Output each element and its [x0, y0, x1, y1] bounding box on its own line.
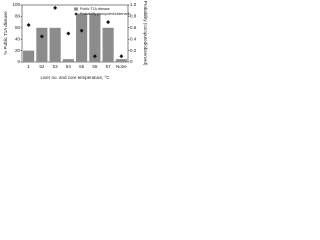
x-tick-label: 53	[53, 64, 59, 69]
x-axis-label: Liver no. and core temperature, °C	[40, 75, 110, 80]
y2-tick-label: 0	[130, 59, 133, 64]
x-tick-label: 54	[66, 64, 72, 69]
bar	[49, 27, 61, 62]
legend-label: Probability (computed/observed)	[80, 12, 130, 16]
y-tick-label: 40	[15, 36, 21, 41]
point	[53, 5, 58, 10]
x-tick-label: 55	[79, 64, 85, 69]
bar	[23, 50, 35, 62]
x-tick-label: None	[116, 64, 127, 69]
legend-label: Public T1A disease	[80, 7, 110, 11]
legend-swatch	[74, 7, 78, 11]
bar	[76, 13, 88, 63]
bar	[36, 27, 48, 62]
y2-tick-label: 0.6	[130, 25, 137, 30]
bar	[89, 13, 101, 63]
bar	[102, 27, 114, 62]
y-tick-label: 100	[12, 2, 20, 7]
y2-tick-label: 1.0	[130, 2, 137, 7]
legend-swatch	[74, 12, 78, 16]
y-axis-label: % Public T1A disease	[3, 11, 8, 55]
point	[39, 34, 44, 39]
bar	[115, 59, 127, 62]
point	[92, 54, 97, 59]
x-tick-label: 57	[106, 64, 112, 69]
chart: Liver no. and core temperature, °C % Pub…	[3, 1, 148, 81]
y2-axis-label: Probability (computed/observed)	[143, 1, 148, 66]
plot-frame	[21, 4, 129, 63]
y-tick-label: 60	[15, 25, 21, 30]
x-tick-label: 1	[27, 64, 30, 69]
bar	[62, 59, 74, 62]
y-tick-label: 0	[17, 59, 20, 64]
y-tick-label: 20	[15, 48, 21, 53]
y-tick-label: 80	[15, 14, 21, 19]
x-tick-label: 52	[39, 64, 45, 69]
y2-tick-label: 0.4	[130, 36, 137, 41]
y2-tick-label: 0.2	[130, 48, 137, 53]
point	[66, 31, 71, 36]
point	[79, 28, 84, 33]
y2-tick-label: 0.8	[130, 14, 137, 19]
point	[26, 22, 31, 27]
x-tick-label: 56	[92, 64, 98, 69]
point	[106, 20, 111, 25]
point	[119, 54, 124, 59]
